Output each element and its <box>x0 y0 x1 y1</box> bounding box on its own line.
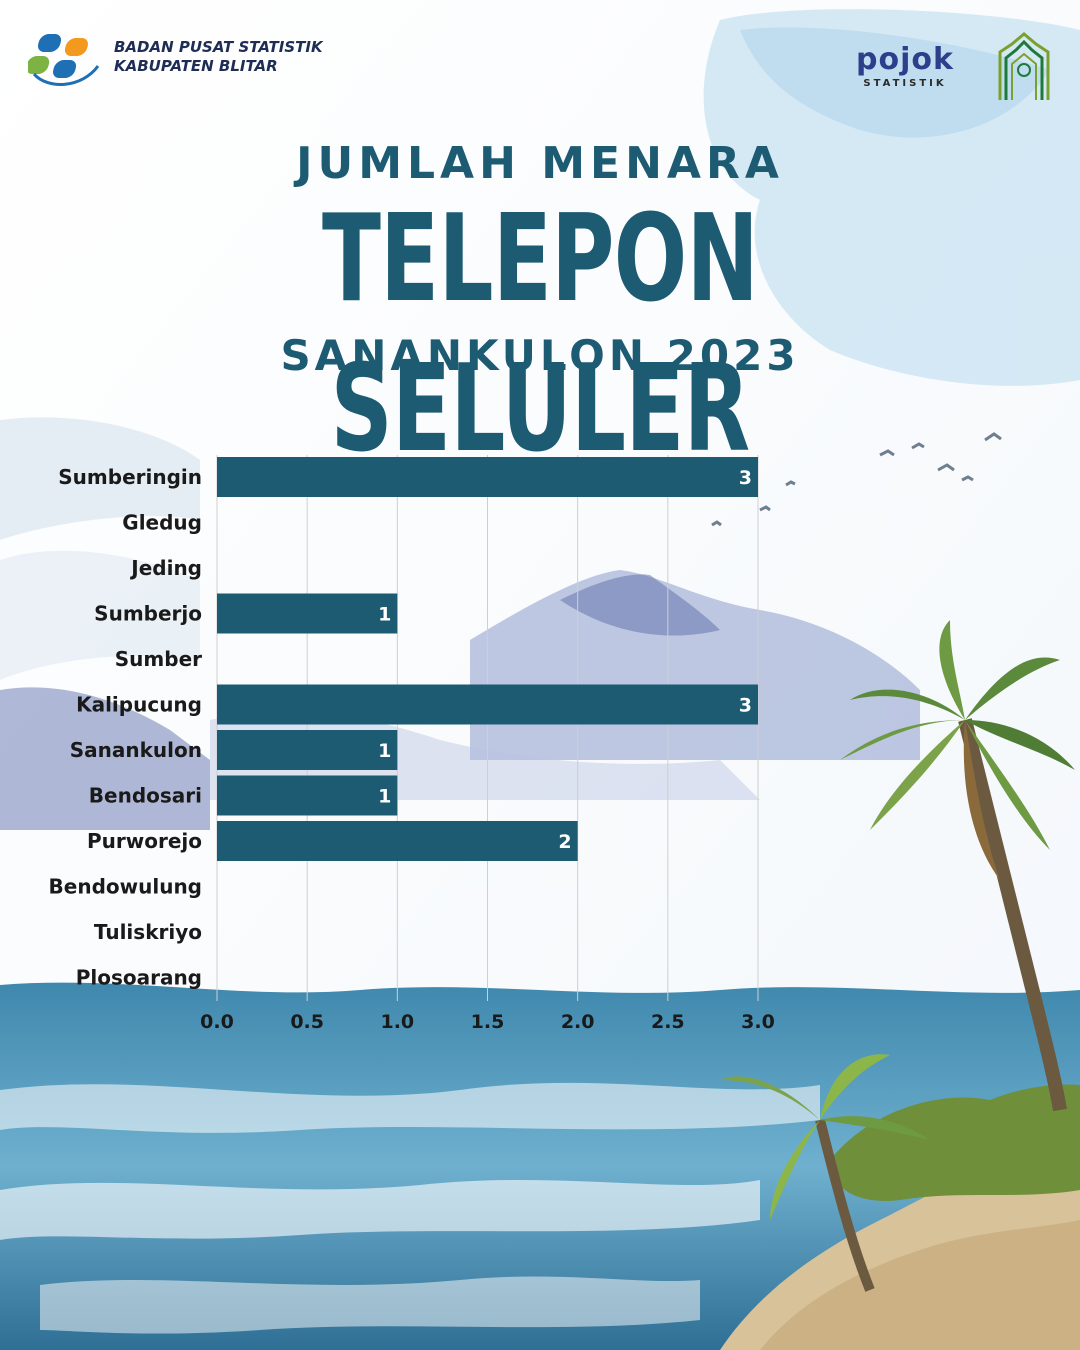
pojok-subtitle: STATISTIK <box>863 78 947 89</box>
bar <box>217 775 398 816</box>
chart-grid <box>216 455 759 1001</box>
bar-value-label: 3 <box>739 695 752 717</box>
bar-value-label: 1 <box>378 740 391 762</box>
category-label: Kalipucung <box>76 693 202 717</box>
category-label: Sumberjo <box>94 602 202 626</box>
x-tick-label: 1.0 <box>380 1011 414 1033</box>
chart-bars: 3 1 3 1 1 2 <box>217 457 758 861</box>
bar-value-label: 3 <box>739 467 752 489</box>
bar-value-label: 2 <box>558 831 571 853</box>
title-line2: TELEPON SELULER <box>321 190 759 479</box>
organization-name: BADAN PUSAT STATISTIK KABUPATEN BLITAR <box>114 38 323 76</box>
bps-logo <box>28 34 100 86</box>
category-label: Gledug <box>122 511 202 535</box>
pojok-statistik-logo: pojok STATISTIK <box>850 42 960 90</box>
bar <box>217 730 398 770</box>
org-name-line1: BADAN PUSAT STATISTIK <box>114 38 323 56</box>
bar-value-label: 1 <box>378 786 391 808</box>
bar <box>217 457 758 497</box>
title-line3: SANANKULON 2023 <box>280 331 800 380</box>
x-tick-label: 1.5 <box>471 1011 505 1033</box>
x-tick-label: 0.0 <box>200 1011 234 1033</box>
bar <box>217 684 758 725</box>
category-label: Plosoarang <box>76 966 202 990</box>
bar <box>217 821 578 861</box>
pojok-wordmark: pojok <box>856 42 954 77</box>
category-label: Sanankulon <box>70 738 202 762</box>
category-label: Bendosari <box>89 784 202 808</box>
bar-value-label: 1 <box>378 604 391 626</box>
chart-x-ticks: 0.0 0.5 1.0 1.5 2.0 2.5 3.0 <box>200 1011 775 1033</box>
category-label: Purworejo <box>87 829 202 853</box>
unu-blitar-logo <box>998 32 1050 100</box>
org-name-line2: KABUPATEN BLITAR <box>114 57 278 75</box>
category-label: Sumberingin <box>58 465 202 489</box>
category-label: Jeding <box>129 556 202 580</box>
x-tick-label: 2.0 <box>561 1011 595 1033</box>
x-tick-label: 0.5 <box>290 1011 324 1033</box>
x-tick-label: 3.0 <box>741 1011 775 1033</box>
bar <box>217 593 398 634</box>
category-label: Bendowulung <box>49 875 202 899</box>
chart-category-labels: Sumberingin Gledug Jeding Sumberjo Sumber Kal… <box>49 465 203 990</box>
category-label: Tuliskriyo <box>94 920 202 944</box>
title-line1: JUMLAH MENARA <box>296 138 784 189</box>
category-label: Sumber <box>115 647 202 671</box>
x-tick-label: 2.5 <box>651 1011 685 1033</box>
